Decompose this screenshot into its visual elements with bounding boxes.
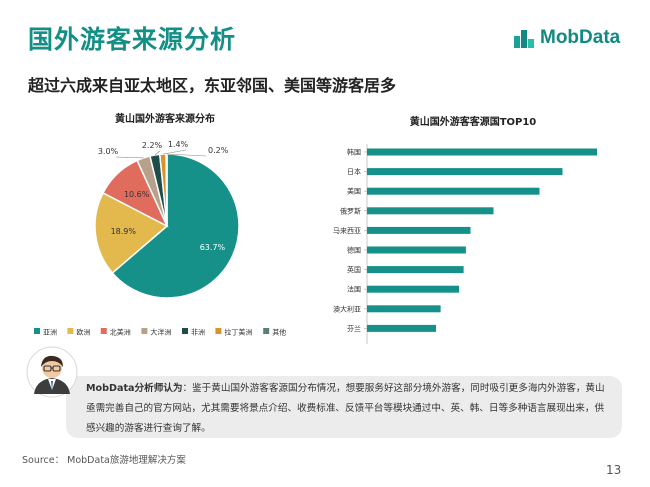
- bar: [367, 266, 464, 274]
- legend-swatch: [67, 328, 74, 334]
- legend-label: 亚洲: [43, 329, 57, 337]
- legend-label: 欧洲: [76, 328, 90, 337]
- pie-data-label: 0.2%: [208, 146, 229, 155]
- pie-slice: [94, 191, 169, 274]
- bar: [367, 246, 466, 254]
- legend-swatch: [215, 328, 222, 334]
- bar: [367, 207, 494, 215]
- analyst-text: ：鉴于黄山国外游客客源国分布情况，想要服务好这部分境外游客，同时吸引更多海内外游…: [86, 383, 605, 434]
- pie-leader-line: [154, 150, 161, 156]
- pie-leader-line: [166, 153, 207, 157]
- pie-data-label: 63.7%: [200, 243, 226, 252]
- pie-chart: 63.7% 18.9% 10.6% 3.0% 2.2% 1.4% 0.2%: [40, 126, 280, 326]
- brand-logo-icon: [514, 30, 534, 48]
- source-note: Source： MobData旅游地理解决方案: [22, 455, 186, 466]
- analyst-box: [66, 376, 622, 438]
- pie-data-label: 3.0%: [98, 147, 119, 156]
- legend-swatch: [100, 328, 107, 334]
- bar: [367, 148, 597, 156]
- analyst-name: MobData分析师认为: [86, 383, 183, 394]
- bar-category-label: 德国: [347, 246, 361, 255]
- pie-leader-line: [162, 149, 187, 155]
- legend-swatch: [141, 328, 148, 334]
- bar-category-label: 法国: [347, 285, 361, 294]
- bar: [367, 285, 459, 293]
- pie-chart-svg: 63.7% 18.9% 10.6% 3.0% 2.2% 1.4% 0.2%: [94, 140, 240, 299]
- pie-chart-title: 黄山国外游客来源分布: [115, 114, 215, 125]
- brand-logo: MobData: [513, 27, 620, 49]
- legend-label: 拉丁美洲: [224, 328, 252, 337]
- legend-swatch: [263, 328, 270, 334]
- bar-category-label: 英国: [347, 265, 361, 274]
- legend-label: 非洲: [191, 328, 205, 337]
- legend-label: 大洋洲: [150, 328, 171, 337]
- bar-category-label: 澳大利亚: [333, 304, 361, 313]
- page-number: 13: [606, 463, 622, 477]
- pie-leader-line: [115, 156, 144, 159]
- bar-chart: 韩国日本美国俄罗斯马来西亚德国英国法国澳大利亚芬兰: [322, 140, 622, 350]
- pie-data-label: 2.2%: [142, 141, 163, 150]
- page-title: 国外游客来源分析: [28, 25, 237, 54]
- bar: [367, 187, 540, 195]
- pie-legend: 亚洲 欧洲 北美洲 大洋洲 非洲 拉丁美洲 其他: [34, 328, 286, 337]
- legend-label: 北美洲: [110, 328, 131, 337]
- bar: [367, 226, 471, 234]
- bar-category-label: 日本: [347, 167, 361, 176]
- pie-slice: [111, 153, 240, 299]
- pie-data-label: 18.9%: [111, 227, 137, 236]
- bar-chart-title: 黄山国外游客客源国TOP10: [409, 117, 537, 128]
- bar: [367, 168, 563, 176]
- bar-category-label: 马来西亚: [333, 227, 361, 235]
- legend-swatch: [182, 328, 188, 334]
- pie-data-label: 10.6%: [124, 190, 150, 199]
- bar: [367, 324, 436, 332]
- legend-label: 其他: [272, 328, 286, 337]
- bar-category-label: 韩国: [347, 148, 361, 157]
- bar: [367, 305, 441, 313]
- pie-data-label: 1.4%: [168, 140, 189, 149]
- bar-category-label: 俄罗斯: [340, 206, 361, 215]
- page-subtitle: 超过六成来自亚太地区，东亚邻国、美国等游客居多: [28, 76, 397, 95]
- analyst-avatar-icon: [26, 346, 78, 398]
- bar-category-label: 芬兰: [347, 324, 361, 333]
- brand-name: MobData: [540, 27, 621, 48]
- legend-swatch: [34, 328, 40, 334]
- pie-slice: [165, 153, 168, 227]
- analyst-comment: MobData分析师认为：鉴于黄山国外游客客源国分布情况，想要服务好这部分境外游…: [86, 379, 611, 439]
- analyst-avatar: [26, 346, 78, 402]
- bar-category-label: 美国: [347, 187, 361, 196]
